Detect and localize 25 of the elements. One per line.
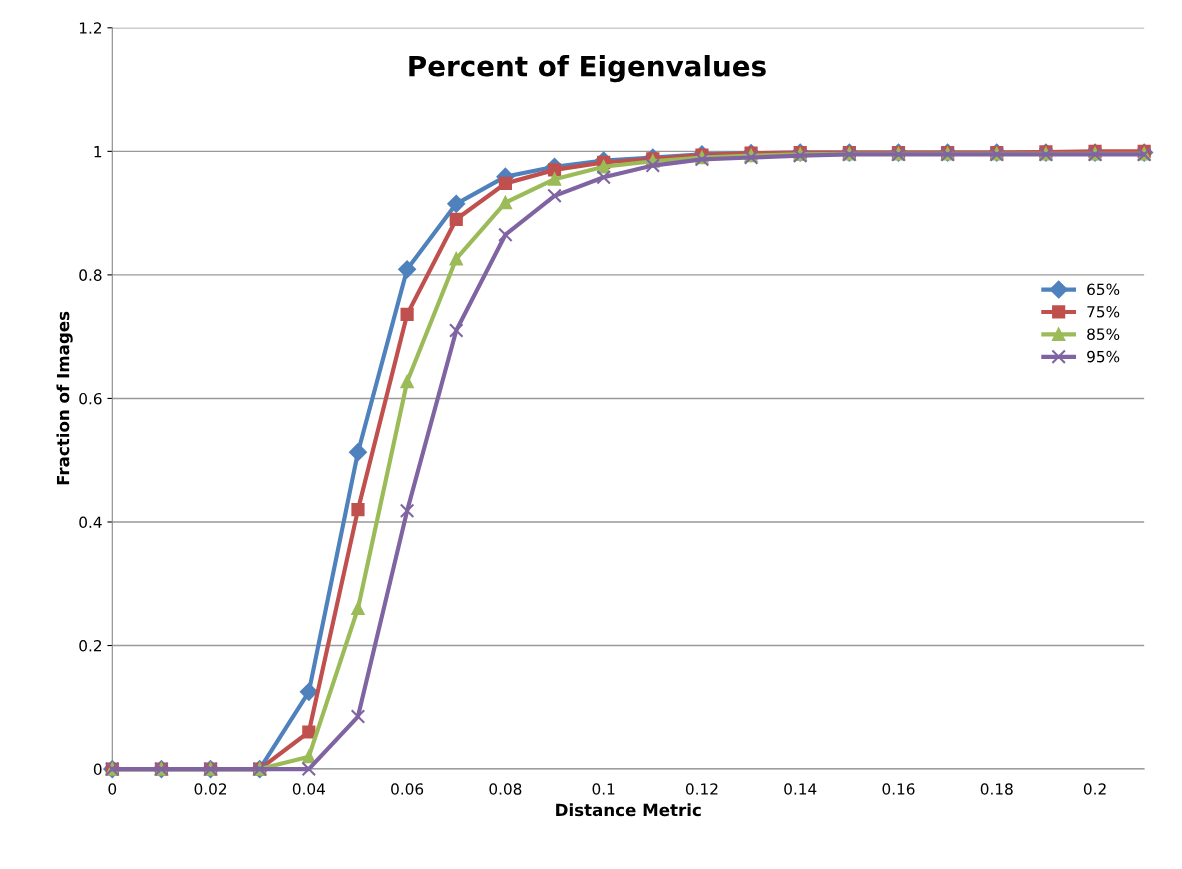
y-tick-label: 0.6 bbox=[79, 392, 102, 405]
text: Percent of Eigenvalues bbox=[409, 55, 766, 83]
legend-label: 85% bbox=[1087, 328, 1120, 340]
x-tick-label: 0.2 bbox=[1083, 783, 1106, 795]
x-tick-label: 0.08 bbox=[489, 783, 522, 795]
y-tick-label: 0.2 bbox=[79, 639, 102, 652]
x-tick-label: 0.04 bbox=[292, 783, 325, 795]
y-tick-label: 0.4 bbox=[79, 516, 102, 528]
legend-label: 95% bbox=[1087, 350, 1120, 363]
legend-label: 65% bbox=[1087, 283, 1120, 296]
legend-label: 75% bbox=[1087, 305, 1120, 318]
y-tick-label: 0.8 bbox=[79, 269, 102, 281]
x-tick-label: 0.02 bbox=[194, 783, 227, 795]
x-tick-label: 0.12 bbox=[685, 783, 718, 795]
x-axis-title: Distance Metric bbox=[556, 803, 701, 817]
x-tick-label: 0.18 bbox=[980, 783, 1013, 795]
x-tick-label: 0.1 bbox=[592, 783, 615, 795]
x-tick-label: 0.14 bbox=[784, 783, 817, 795]
y-tick-label: 1.2 bbox=[79, 22, 102, 34]
x-tick-label: 0 bbox=[108, 783, 117, 795]
y-tick-label: 0 bbox=[93, 763, 102, 776]
x-tick-label: 0.06 bbox=[391, 783, 424, 795]
x-tick-label: 0.16 bbox=[882, 783, 915, 795]
y-axis-title: Fraction of Images bbox=[56, 311, 73, 485]
y-tick-label: 1 bbox=[94, 146, 102, 158]
